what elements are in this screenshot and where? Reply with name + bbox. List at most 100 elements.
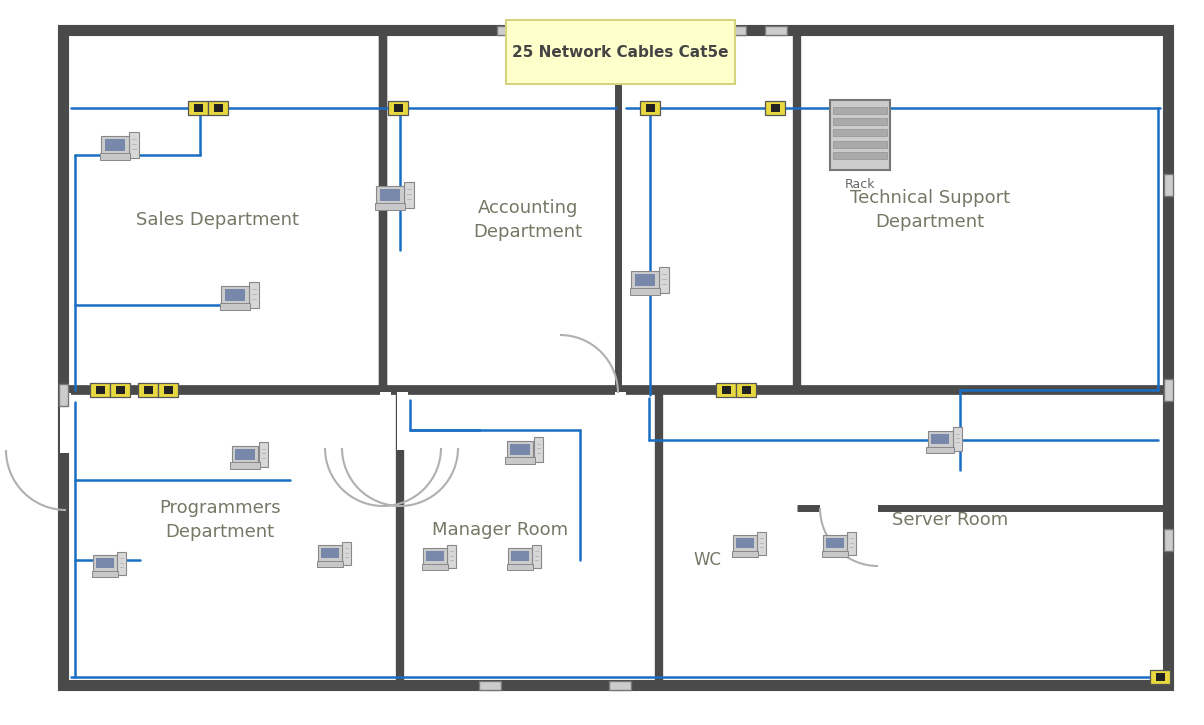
FancyBboxPatch shape bbox=[423, 548, 447, 566]
Bar bbox=[831, 549, 838, 550]
Bar bbox=[615, 392, 626, 450]
Bar bbox=[716, 383, 736, 397]
Bar bbox=[833, 129, 887, 136]
Bar bbox=[90, 383, 110, 397]
FancyBboxPatch shape bbox=[927, 431, 952, 449]
FancyBboxPatch shape bbox=[630, 289, 660, 295]
Bar bbox=[230, 301, 238, 302]
FancyBboxPatch shape bbox=[926, 447, 954, 453]
FancyBboxPatch shape bbox=[508, 548, 532, 566]
FancyBboxPatch shape bbox=[259, 442, 268, 467]
FancyBboxPatch shape bbox=[732, 551, 759, 557]
Bar bbox=[110, 383, 130, 397]
FancyBboxPatch shape bbox=[448, 545, 456, 568]
Bar bbox=[138, 383, 158, 397]
FancyBboxPatch shape bbox=[848, 532, 856, 555]
FancyBboxPatch shape bbox=[377, 186, 403, 205]
Text: Rack: Rack bbox=[845, 178, 875, 191]
Text: Programmers
Department: Programmers Department bbox=[159, 500, 281, 541]
FancyBboxPatch shape bbox=[92, 571, 118, 577]
FancyBboxPatch shape bbox=[374, 203, 406, 210]
FancyBboxPatch shape bbox=[342, 542, 350, 565]
FancyBboxPatch shape bbox=[101, 136, 129, 155]
FancyBboxPatch shape bbox=[232, 446, 258, 464]
Bar bbox=[321, 548, 338, 558]
Bar bbox=[1163, 379, 1173, 401]
FancyBboxPatch shape bbox=[249, 282, 259, 308]
Bar bbox=[1163, 174, 1173, 196]
Bar bbox=[1150, 670, 1170, 684]
Bar bbox=[225, 289, 246, 300]
Polygon shape bbox=[598, 35, 626, 82]
Bar bbox=[100, 569, 108, 570]
Bar bbox=[158, 383, 178, 397]
Text: Manager Room: Manager Room bbox=[432, 521, 568, 539]
Bar bbox=[766, 25, 786, 35]
FancyBboxPatch shape bbox=[821, 551, 849, 557]
FancyBboxPatch shape bbox=[222, 286, 248, 305]
Bar bbox=[116, 386, 124, 394]
Bar bbox=[833, 118, 887, 125]
Bar bbox=[771, 104, 779, 112]
FancyBboxPatch shape bbox=[100, 154, 130, 160]
FancyBboxPatch shape bbox=[230, 463, 260, 469]
Bar bbox=[820, 505, 878, 516]
Bar bbox=[213, 104, 223, 112]
Bar bbox=[639, 286, 648, 288]
FancyBboxPatch shape bbox=[507, 441, 533, 460]
FancyBboxPatch shape bbox=[532, 545, 541, 568]
Bar bbox=[59, 384, 67, 406]
Bar bbox=[194, 104, 202, 112]
FancyBboxPatch shape bbox=[660, 267, 669, 293]
FancyBboxPatch shape bbox=[317, 560, 343, 567]
FancyBboxPatch shape bbox=[506, 20, 734, 84]
Bar bbox=[833, 107, 887, 114]
Bar bbox=[515, 562, 523, 563]
Text: 25 Network Cables Cat5e: 25 Network Cables Cat5e bbox=[512, 44, 728, 59]
Bar bbox=[60, 393, 71, 453]
Bar bbox=[96, 558, 113, 568]
Text: Server Room: Server Room bbox=[892, 511, 1008, 529]
Bar bbox=[740, 549, 748, 550]
FancyBboxPatch shape bbox=[421, 564, 448, 570]
Bar bbox=[384, 201, 394, 202]
FancyBboxPatch shape bbox=[405, 182, 414, 208]
FancyBboxPatch shape bbox=[506, 457, 535, 464]
Bar bbox=[826, 539, 844, 548]
Bar bbox=[188, 101, 208, 115]
Bar bbox=[497, 25, 519, 35]
Bar bbox=[609, 681, 631, 689]
Bar bbox=[635, 274, 655, 286]
Bar bbox=[645, 104, 655, 112]
Bar bbox=[721, 386, 731, 394]
Text: Technical Support
Department: Technical Support Department bbox=[850, 189, 1010, 231]
Bar bbox=[380, 392, 391, 460]
Bar bbox=[235, 449, 255, 460]
Bar bbox=[430, 562, 438, 563]
FancyBboxPatch shape bbox=[631, 270, 659, 290]
Bar bbox=[105, 139, 125, 151]
FancyBboxPatch shape bbox=[129, 132, 140, 158]
Bar bbox=[515, 455, 524, 457]
Bar bbox=[830, 100, 890, 170]
Bar bbox=[512, 552, 529, 561]
Bar bbox=[833, 152, 887, 159]
Bar bbox=[143, 386, 153, 394]
FancyBboxPatch shape bbox=[954, 427, 962, 451]
Bar bbox=[641, 101, 660, 115]
Bar bbox=[742, 386, 750, 394]
FancyBboxPatch shape bbox=[93, 555, 117, 573]
Bar bbox=[164, 386, 172, 394]
Bar bbox=[936, 444, 943, 446]
Bar bbox=[724, 25, 745, 35]
Bar bbox=[426, 552, 444, 561]
FancyBboxPatch shape bbox=[318, 545, 342, 563]
Bar bbox=[95, 386, 105, 394]
Bar bbox=[1156, 673, 1164, 681]
Bar bbox=[379, 189, 400, 201]
Bar bbox=[1163, 529, 1173, 551]
Bar bbox=[931, 434, 949, 444]
Bar bbox=[736, 383, 756, 397]
FancyBboxPatch shape bbox=[117, 552, 126, 575]
Bar bbox=[397, 392, 408, 450]
